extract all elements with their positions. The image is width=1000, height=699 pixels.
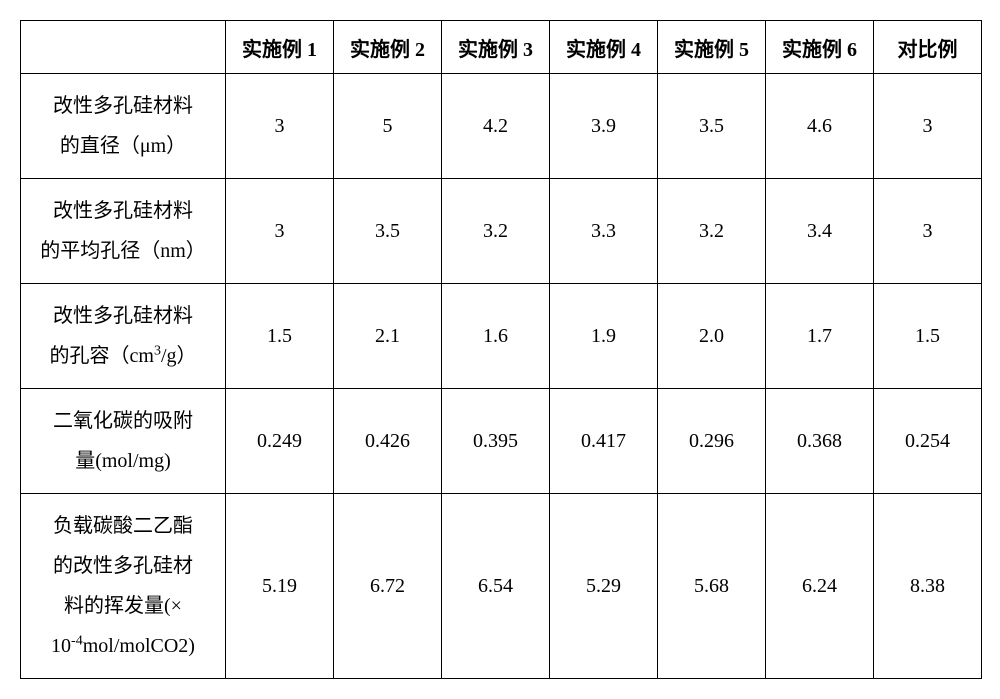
data-cell: 0.254 bbox=[874, 389, 982, 494]
row-label-pore-volume: 改性多孔硅材料 的孔容（cm3/g） bbox=[21, 284, 226, 389]
label-sup: 3 bbox=[154, 343, 161, 358]
data-cell: 3.3 bbox=[550, 179, 658, 284]
data-cell: 1.6 bbox=[442, 284, 550, 389]
label-text: 10 bbox=[51, 635, 71, 657]
label-text: 的改性多孔硅材 bbox=[53, 555, 193, 577]
data-cell: 5.19 bbox=[226, 494, 334, 679]
data-cell: 1.5 bbox=[226, 284, 334, 389]
data-cell: 1.7 bbox=[766, 284, 874, 389]
table-row: 改性多孔硅材料 的孔容（cm3/g） 1.5 2.1 1.6 1.9 2.0 1… bbox=[21, 284, 982, 389]
header-blank bbox=[21, 21, 226, 74]
data-cell: 3 bbox=[226, 74, 334, 179]
data-cell: 0.249 bbox=[226, 389, 334, 494]
data-cell: 0.395 bbox=[442, 389, 550, 494]
header-col-1: 实施例 1 bbox=[226, 21, 334, 74]
header-col-5: 实施例 5 bbox=[658, 21, 766, 74]
data-table: 实施例 1 实施例 2 实施例 3 实施例 4 实施例 5 实施例 6 对比例 … bbox=[20, 20, 982, 679]
data-cell: 3.2 bbox=[658, 179, 766, 284]
row-label-diameter: 改性多孔硅材料 的直径（μm） bbox=[21, 74, 226, 179]
data-cell: 0.417 bbox=[550, 389, 658, 494]
data-cell: 6.24 bbox=[766, 494, 874, 679]
table-row: 二氧化碳的吸附 量(mol/mg) 0.249 0.426 0.395 0.41… bbox=[21, 389, 982, 494]
label-sup: -4 bbox=[71, 633, 83, 648]
data-cell: 2.1 bbox=[334, 284, 442, 389]
header-col-7: 对比例 bbox=[874, 21, 982, 74]
label-text: 的直径（μm） bbox=[60, 135, 186, 157]
table-row: 负载碳酸二乙酯 的改性多孔硅材 料的挥发量(× 10-4mol/molCO2) … bbox=[21, 494, 982, 679]
label-text: 量(mol/mg) bbox=[75, 450, 171, 472]
data-cell: 5 bbox=[334, 74, 442, 179]
label-text: 负载碳酸二乙酯 bbox=[53, 515, 193, 537]
data-cell: 3.5 bbox=[334, 179, 442, 284]
table-row: 改性多孔硅材料 的平均孔径（nm） 3 3.5 3.2 3.3 3.2 3.4 … bbox=[21, 179, 982, 284]
data-cell: 4.2 bbox=[442, 74, 550, 179]
data-cell: 1.9 bbox=[550, 284, 658, 389]
label-text: 的孔容（cm bbox=[50, 345, 154, 367]
data-cell: 0.368 bbox=[766, 389, 874, 494]
data-cell: 2.0 bbox=[658, 284, 766, 389]
data-cell: 1.5 bbox=[874, 284, 982, 389]
data-cell: 3.4 bbox=[766, 179, 874, 284]
table-row: 改性多孔硅材料 的直径（μm） 3 5 4.2 3.9 3.5 4.6 3 bbox=[21, 74, 982, 179]
data-cell: 5.29 bbox=[550, 494, 658, 679]
data-cell: 3 bbox=[874, 179, 982, 284]
label-text: 的平均孔径（nm） bbox=[40, 240, 206, 262]
data-cell: 3 bbox=[226, 179, 334, 284]
data-cell: 4.6 bbox=[766, 74, 874, 179]
header-col-4: 实施例 4 bbox=[550, 21, 658, 74]
data-cell: 6.72 bbox=[334, 494, 442, 679]
row-label-volatilization: 负载碳酸二乙酯 的改性多孔硅材 料的挥发量(× 10-4mol/molCO2) bbox=[21, 494, 226, 679]
data-cell: 3 bbox=[874, 74, 982, 179]
header-col-2: 实施例 2 bbox=[334, 21, 442, 74]
data-cell: 6.54 bbox=[442, 494, 550, 679]
data-cell: 0.296 bbox=[658, 389, 766, 494]
label-text: 二氧化碳的吸附 bbox=[53, 410, 193, 432]
data-cell: 3.5 bbox=[658, 74, 766, 179]
label-text: 改性多孔硅材料 bbox=[53, 200, 193, 222]
data-cell: 3.2 bbox=[442, 179, 550, 284]
label-text: /g） bbox=[161, 345, 197, 367]
row-label-adsorption: 二氧化碳的吸附 量(mol/mg) bbox=[21, 389, 226, 494]
data-cell: 0.426 bbox=[334, 389, 442, 494]
data-cell: 5.68 bbox=[658, 494, 766, 679]
label-text: 改性多孔硅材料 bbox=[53, 305, 193, 327]
label-text: 料的挥发量(× bbox=[64, 595, 182, 617]
header-row: 实施例 1 实施例 2 实施例 3 实施例 4 实施例 5 实施例 6 对比例 bbox=[21, 21, 982, 74]
header-col-6: 实施例 6 bbox=[766, 21, 874, 74]
label-text: mol/molCO2) bbox=[83, 635, 195, 657]
data-cell: 3.9 bbox=[550, 74, 658, 179]
header-col-3: 实施例 3 bbox=[442, 21, 550, 74]
label-text: 改性多孔硅材料 bbox=[53, 95, 193, 117]
data-cell: 8.38 bbox=[874, 494, 982, 679]
row-label-pore-size: 改性多孔硅材料 的平均孔径（nm） bbox=[21, 179, 226, 284]
